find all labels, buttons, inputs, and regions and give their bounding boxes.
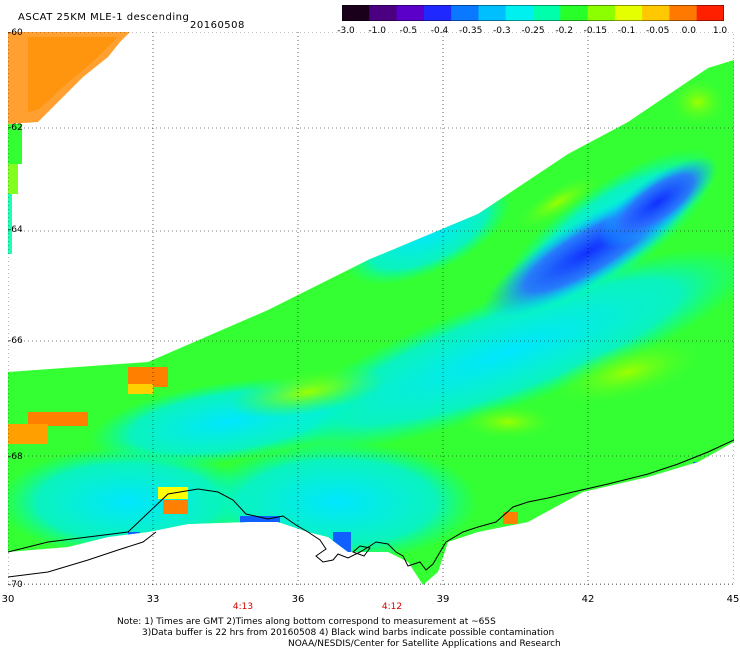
colorbar-label: -0.15 — [583, 26, 607, 36]
colorbar-segment — [396, 5, 425, 21]
colorbar-label: -0.2 — [555, 26, 573, 36]
y-tick-label: -60 — [8, 28, 23, 38]
colorbar-segment — [369, 5, 398, 21]
colorbar-label: -3.0 — [337, 26, 355, 36]
colorbar-segment — [669, 5, 698, 21]
colorbar — [342, 5, 724, 21]
x-tick-label: 39 — [436, 594, 450, 605]
footnote-line1: Note: 1) Times are GMT 2)Times along bot… — [117, 617, 496, 627]
colorbar-label: -0.25 — [521, 26, 545, 36]
x-tick-label: 42 — [581, 594, 595, 605]
graticule — [8, 32, 734, 585]
colorbar-segment — [505, 5, 534, 21]
footnote-line3: NOAA/NESDIS/Center for Satellite Applica… — [288, 639, 561, 649]
colorbar-label: -0.35 — [459, 26, 483, 36]
colorbar-label: -0.5 — [399, 26, 418, 36]
coastline — [8, 439, 734, 571]
colorbar-label: -0.05 — [646, 26, 670, 36]
colorbar-segment — [642, 5, 670, 21]
map-title: ASCAT 25KM MLE-1 descending — [18, 12, 190, 23]
footnote-line2: 3)Data buffer is 22 hrs from 20160508 4)… — [142, 628, 555, 638]
y-tick-label: -68 — [8, 452, 23, 462]
map-date: 20160508 — [190, 20, 245, 31]
colorbar-segment — [587, 5, 616, 21]
colorbar-segment — [696, 5, 724, 21]
colorbar-label: -0.3 — [493, 26, 511, 36]
colorbar-segment — [614, 5, 643, 21]
colorbar-segment — [342, 5, 370, 21]
colorbar-segment — [451, 5, 479, 21]
colorbar-label: -1.0 — [368, 26, 386, 36]
colorbar-segment — [478, 5, 507, 21]
colorbar-label: 0.0 — [681, 26, 696, 36]
colorbar-segment — [423, 5, 452, 21]
x-tick-label: 33 — [146, 594, 160, 605]
colorbar-label: -0.1 — [617, 26, 636, 36]
colorbar-segment — [560, 5, 589, 21]
swath-fragment — [8, 32, 130, 254]
x-tick-label: 36 — [291, 594, 305, 605]
time-label: 4:13 — [232, 602, 254, 612]
wind-swath — [8, 60, 734, 585]
swath-map — [8, 32, 734, 585]
time-label: 4:12 — [381, 602, 403, 612]
coastline-west — [8, 531, 157, 578]
y-tick-label: -64 — [8, 225, 23, 235]
y-tick-label: -66 — [8, 336, 23, 346]
y-tick-label: -62 — [8, 123, 23, 133]
colorbar-segment — [533, 5, 561, 21]
x-tick-label: 45 — [726, 594, 740, 605]
x-tick-label: 30 — [1, 594, 15, 605]
colorbar-label: 1.0 — [712, 26, 728, 36]
colorbar-label: -0.4 — [430, 26, 449, 36]
y-tick-label: -70 — [8, 580, 23, 590]
island — [352, 545, 371, 557]
